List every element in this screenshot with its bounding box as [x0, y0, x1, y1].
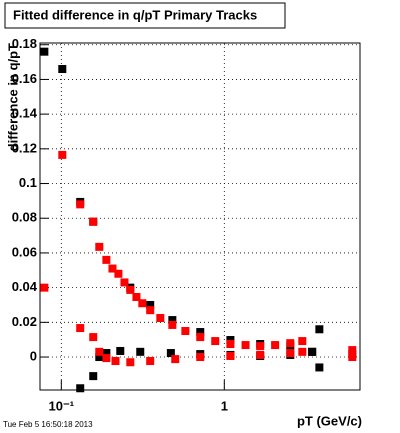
marker	[58, 150, 67, 159]
marker	[76, 200, 85, 209]
marker	[168, 316, 177, 325]
marker	[168, 320, 177, 329]
y-tick-label: 0.16	[12, 71, 37, 86]
marker	[76, 384, 85, 393]
y-tick-label: 0.18	[12, 36, 37, 51]
marker	[286, 339, 295, 348]
marker	[40, 47, 49, 56]
x-axis-label: pT (GeV/c)	[297, 413, 362, 428]
plot-frame	[39, 42, 361, 391]
marker	[138, 299, 147, 308]
marker	[89, 333, 98, 342]
title-box	[4, 2, 286, 29]
marker	[136, 347, 145, 356]
marker	[315, 363, 324, 372]
marker	[95, 242, 104, 251]
y-tick-label: 0.02	[12, 314, 37, 329]
y-tick-label: 0.08	[12, 210, 37, 225]
marker	[226, 351, 235, 360]
marker	[102, 255, 111, 264]
marker	[146, 357, 155, 366]
marker	[171, 355, 180, 364]
marker	[308, 347, 317, 356]
marker	[102, 349, 111, 358]
marker	[146, 306, 155, 315]
marker	[166, 349, 175, 358]
marker	[114, 269, 123, 278]
y-tick-label: 0.06	[12, 244, 37, 259]
y-tick-label: 0.14	[12, 106, 38, 121]
marker	[271, 341, 280, 350]
y-axis-label: difference in q/pT	[5, 43, 20, 151]
marker	[58, 65, 67, 74]
marker	[196, 353, 205, 362]
marker	[116, 346, 125, 355]
marker	[108, 264, 117, 273]
marker	[298, 347, 307, 356]
marker	[181, 327, 190, 336]
marker	[111, 357, 120, 366]
marker	[132, 293, 141, 302]
marker	[196, 333, 205, 342]
chart-title: Fitted difference in q/pT Primary Tracks	[13, 7, 257, 22]
marker	[102, 354, 111, 363]
marker	[196, 328, 205, 337]
marker	[126, 358, 135, 367]
marker	[286, 349, 295, 358]
x-tick-label: 1	[221, 398, 228, 413]
marker	[211, 337, 220, 346]
marker	[126, 285, 135, 294]
y-tick-label: 0.12	[12, 140, 37, 155]
marker	[226, 340, 235, 349]
marker	[120, 278, 129, 287]
x-tick-label: 10⁻¹	[48, 398, 74, 413]
marker	[156, 313, 165, 322]
y-tick-label: 0	[30, 348, 37, 363]
marker	[40, 283, 49, 292]
marker	[348, 353, 357, 362]
marker	[89, 372, 98, 381]
marker	[89, 217, 98, 226]
marker	[241, 341, 250, 350]
marker	[348, 346, 357, 355]
marker	[95, 353, 104, 362]
footer: Tue Feb 5 16:50:18 2013	[3, 420, 93, 429]
y-tick-label: 0.04	[12, 279, 38, 294]
marker	[256, 350, 265, 359]
y-tick-label: 0.1	[19, 175, 37, 190]
marker	[315, 325, 324, 334]
marker	[76, 324, 85, 333]
marker	[146, 300, 155, 309]
marker	[95, 347, 104, 356]
marker	[298, 337, 307, 346]
marker	[256, 342, 265, 351]
